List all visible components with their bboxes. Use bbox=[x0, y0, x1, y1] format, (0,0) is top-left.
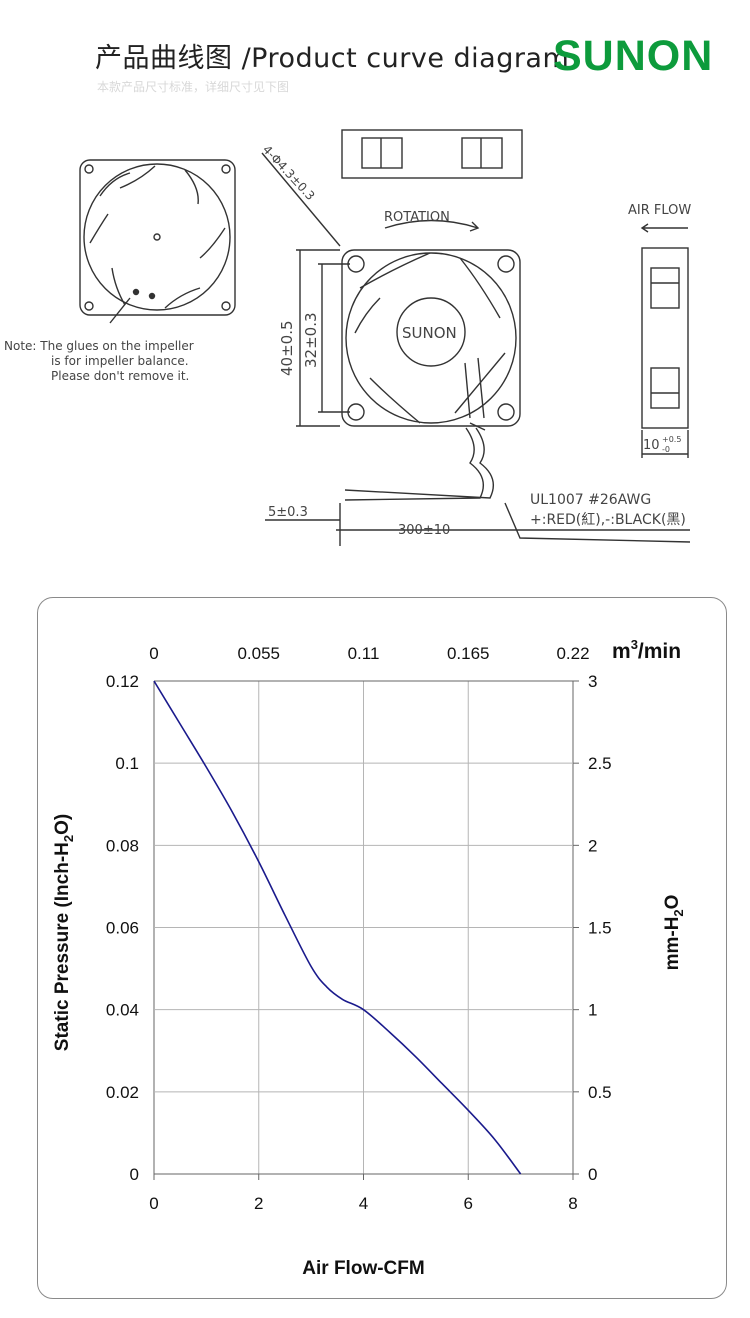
dim-lead: 5±0.3 bbox=[268, 505, 308, 520]
y2-tick-label: 0.5 bbox=[588, 1083, 612, 1102]
header: 产品曲线图 /Product curve diagram 本款产品尺寸标准，详细… bbox=[0, 0, 750, 110]
fan-front-shroud bbox=[345, 252, 517, 424]
x2-tick-label: 0.165 bbox=[447, 644, 490, 663]
y-tick-label: 0.1 bbox=[115, 754, 139, 773]
y-tick-label: 0 bbox=[130, 1165, 139, 1184]
y-tick-label: 0.04 bbox=[106, 1001, 139, 1020]
y-tick-label: 0.06 bbox=[106, 919, 139, 938]
rotation-label: ROTATION bbox=[384, 210, 450, 225]
y-tick-label: 0.08 bbox=[106, 836, 139, 855]
note-line-1: Note: The glues on the impeller bbox=[4, 339, 194, 353]
x-tick-label: 4 bbox=[359, 1194, 368, 1213]
right-axis-label: mm-H2O bbox=[662, 895, 686, 971]
y2-tick-label: 1 bbox=[588, 1001, 597, 1020]
fan-side-view bbox=[641, 247, 689, 429]
dimension-drawing: Note: The glues on the impeller is for i… bbox=[0, 118, 750, 558]
dim-depth: 10 bbox=[643, 438, 660, 453]
technical-drawing-svg: Note: The glues on the impeller is for i… bbox=[4, 129, 691, 546]
page-title: 产品曲线图 /Product curve diagram bbox=[95, 43, 570, 74]
x-tick-label: 6 bbox=[464, 1194, 473, 1213]
x-tick-label: 8 bbox=[568, 1194, 577, 1213]
top-axis-label: m3/min bbox=[612, 637, 681, 663]
x2-tick-label: 0 bbox=[149, 644, 158, 663]
y2-tick-label: 3 bbox=[588, 672, 597, 691]
pq-curve-line bbox=[153, 680, 522, 1175]
fan-brand-label: SUNON bbox=[402, 324, 457, 342]
x2-tick-label: 0.055 bbox=[237, 644, 280, 663]
x-tick-label: 2 bbox=[254, 1194, 263, 1213]
x2-tick-label: 0.11 bbox=[348, 644, 380, 663]
y-tick-label: 0.12 bbox=[106, 672, 139, 691]
x-tick-label: 0 bbox=[149, 1194, 158, 1213]
fan-front-frame bbox=[341, 249, 521, 427]
brand-logo: SUNON bbox=[553, 32, 714, 80]
note-line-3: Please don't remove it. bbox=[51, 369, 189, 383]
cable-colors: +:RED(紅),-:BLACK(黑) bbox=[530, 512, 686, 528]
fan-back-frame bbox=[79, 159, 236, 316]
cable-spec: UL1007 #26AWG bbox=[530, 492, 651, 508]
dim-inner: 32±0.3 bbox=[302, 312, 320, 368]
y-tick-label: 0.02 bbox=[106, 1083, 139, 1102]
connector-view bbox=[341, 129, 523, 179]
chart-card bbox=[37, 597, 727, 1299]
x2-tick-label: 0.22 bbox=[556, 644, 589, 663]
y-axis-label: Static Pressure (Inch-H2O) bbox=[52, 814, 76, 1051]
y2-tick-label: 2 bbox=[588, 836, 597, 855]
y2-tick-label: 0 bbox=[588, 1165, 597, 1184]
note-line-2: is for impeller balance. bbox=[51, 354, 189, 368]
dim-outer: 40±0.5 bbox=[278, 320, 296, 376]
x-axis-label: Air Flow-CFM bbox=[302, 1258, 424, 1279]
dim-depth-tol-low: -0 bbox=[662, 445, 670, 454]
page-subtitle: 本款产品尺寸标准，详细尺寸见下图 bbox=[97, 80, 290, 94]
dim-depth-tol: +0.5 bbox=[662, 435, 681, 444]
y2-tick-label: 1.5 bbox=[588, 919, 612, 938]
y2-tick-label: 2.5 bbox=[588, 754, 612, 773]
fan-back-shroud bbox=[83, 163, 231, 311]
air-flow-label: AIR FLOW bbox=[628, 203, 691, 218]
dim-cable: 300±10 bbox=[398, 523, 450, 538]
